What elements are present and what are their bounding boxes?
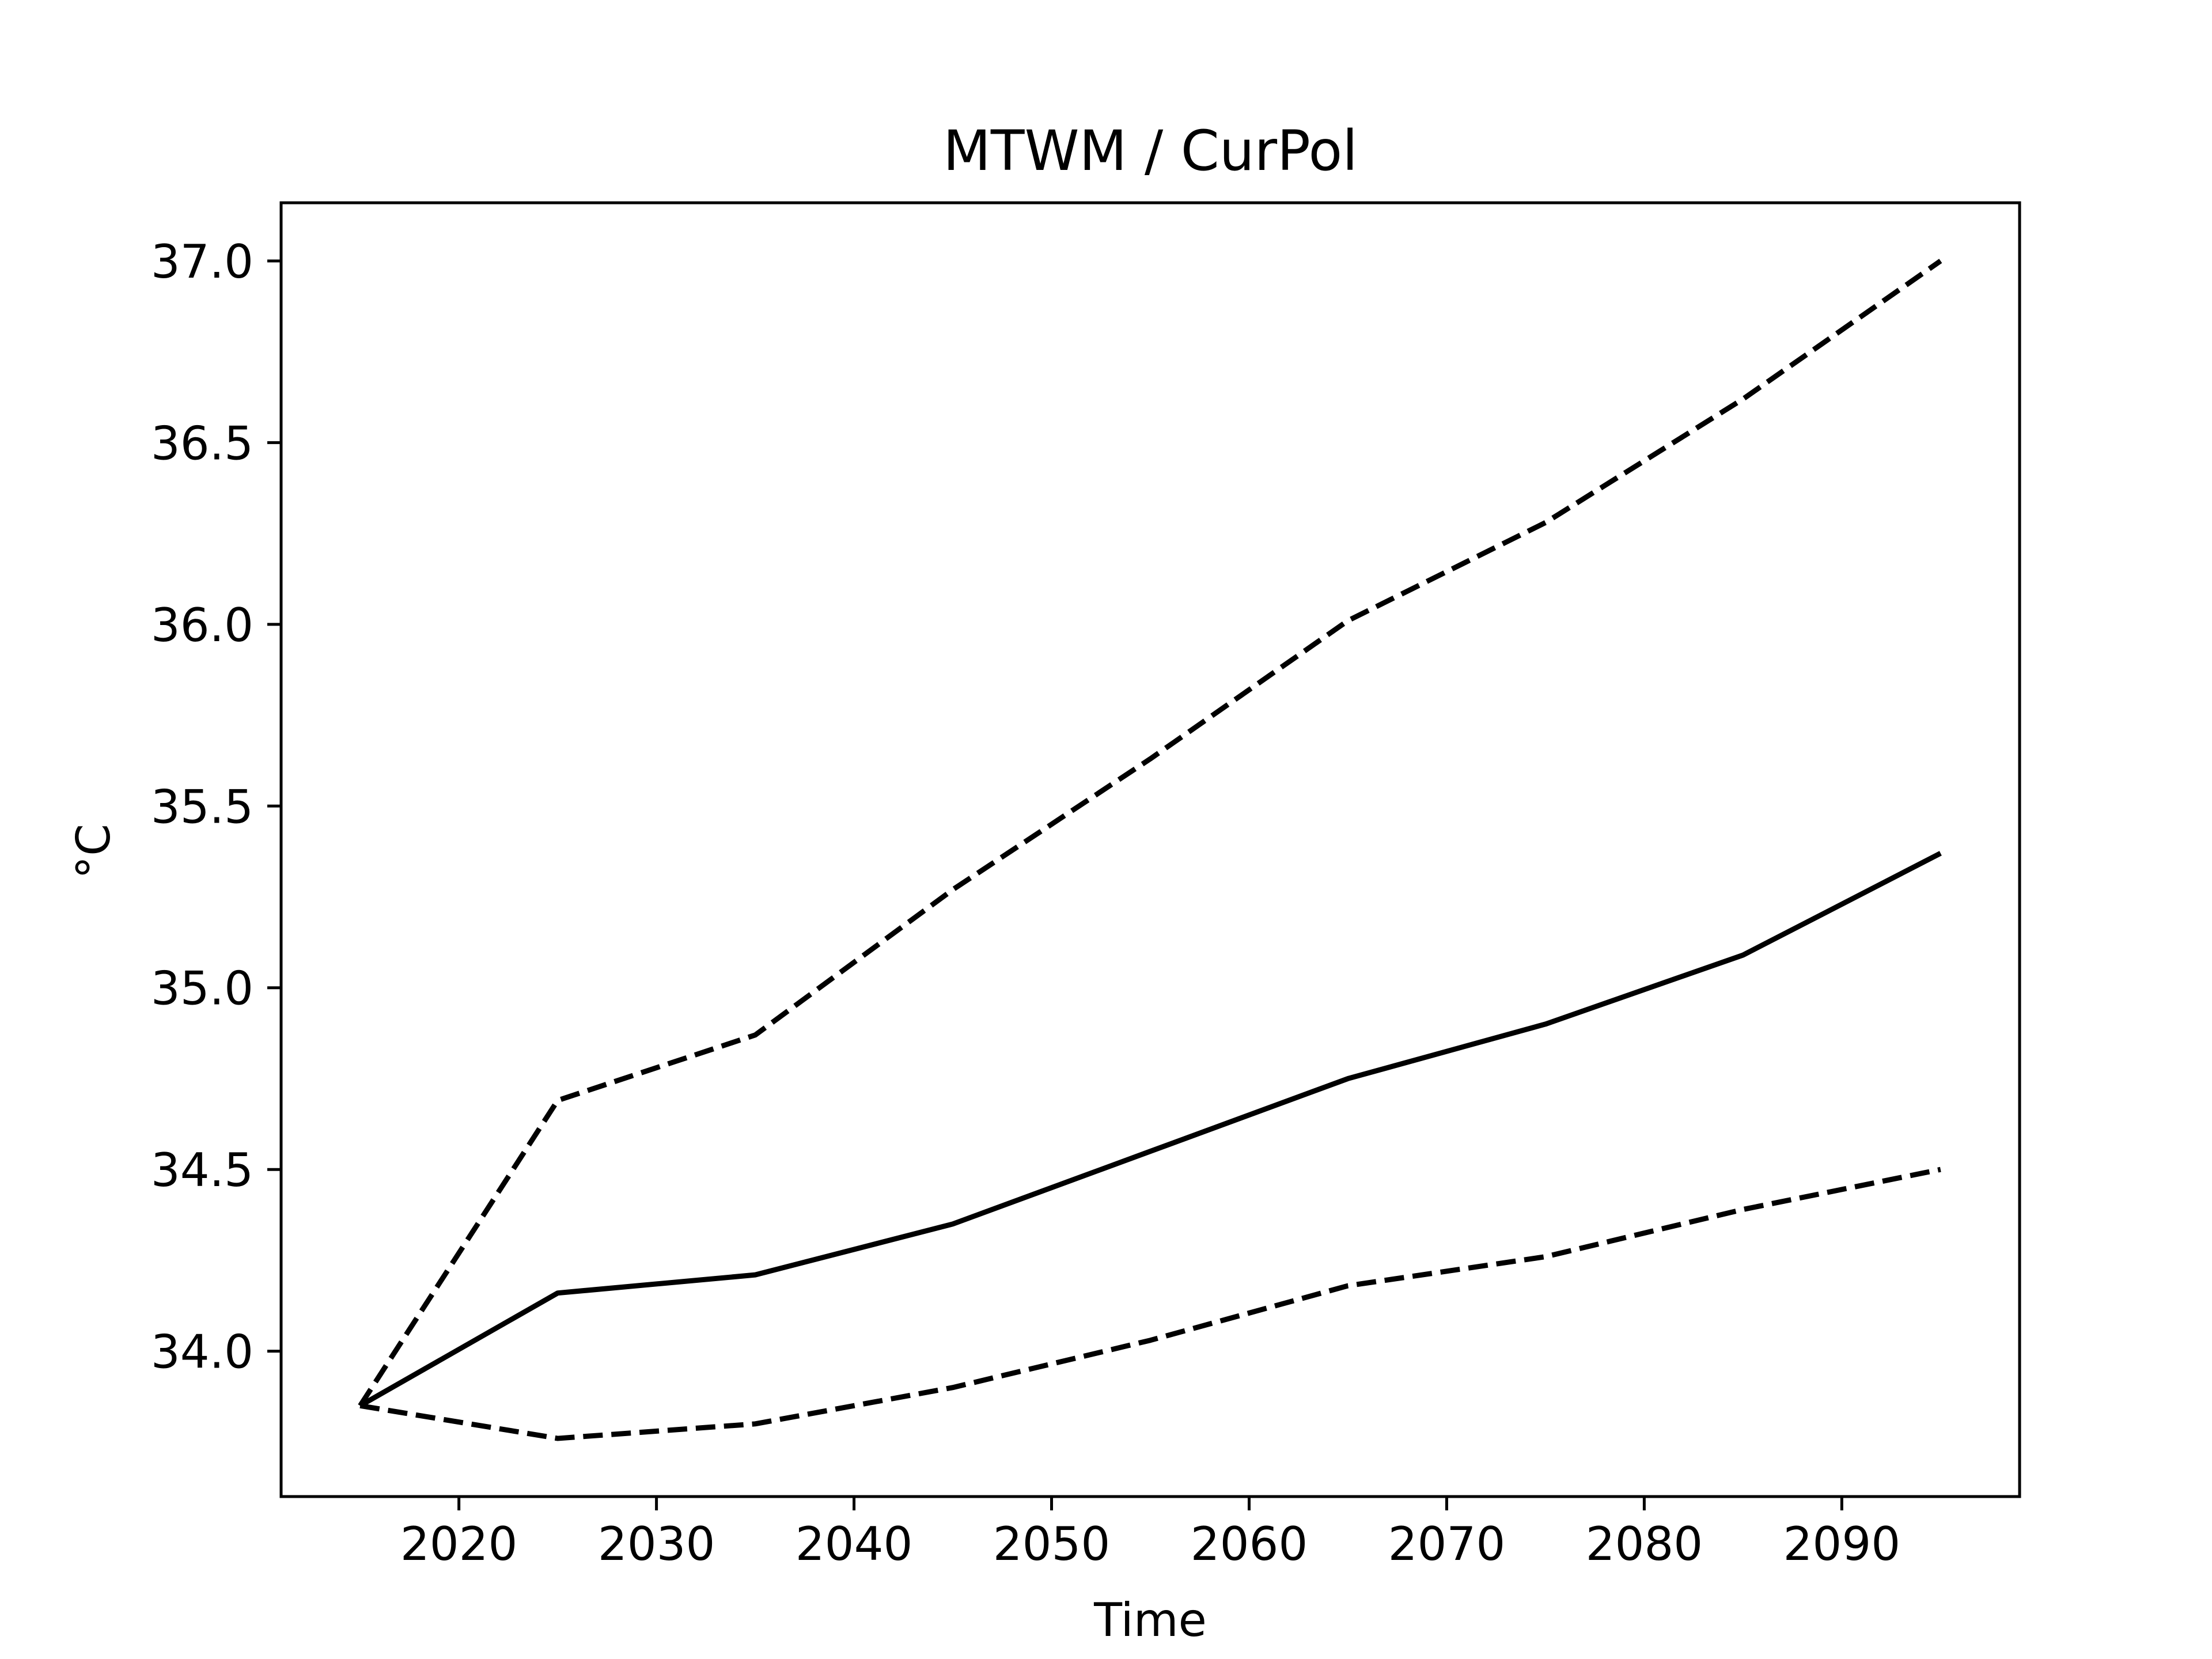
y-axis: 34.0 34.5 35.0 35.5 36.0 36.5 37.0 — [151, 235, 281, 1379]
median-series-line — [358, 851, 1942, 1408]
y-axis-label: °C — [67, 824, 120, 879]
x-tick-label: 2050 — [993, 1517, 1111, 1571]
y-tick-label: 35.5 — [151, 780, 253, 834]
y-tick-label: 37.0 — [151, 235, 253, 289]
y-tick-label: 35.0 — [151, 962, 253, 1016]
x-tick-label: 2090 — [1783, 1517, 1901, 1571]
y-tick-label: 36.5 — [151, 416, 253, 470]
x-tick-label: 2040 — [796, 1517, 913, 1571]
lower-bound-series-line — [359, 1166, 1941, 1441]
x-axis-label: Time — [1093, 1593, 1207, 1647]
chart-title: MTWM / CurPol — [943, 119, 1358, 183]
x-tick-label: 2060 — [1191, 1517, 1308, 1571]
x-tick-label: 2080 — [1586, 1517, 1703, 1571]
upper-bound-series-line — [358, 259, 1942, 1407]
plot-frame — [279, 201, 2021, 1498]
x-tick-label: 2070 — [1388, 1517, 1506, 1571]
y-tick-label: 34.0 — [151, 1325, 253, 1379]
y-tick-label: 34.5 — [151, 1143, 253, 1197]
plot-area — [358, 259, 1942, 1441]
x-axis: 2020 2030 2040 2050 2060 2070 2080 2090 — [400, 1497, 1900, 1571]
y-tick-label: 36.0 — [151, 599, 253, 652]
x-tick-label: 2030 — [598, 1517, 715, 1571]
x-tick-label: 2020 — [400, 1517, 518, 1571]
